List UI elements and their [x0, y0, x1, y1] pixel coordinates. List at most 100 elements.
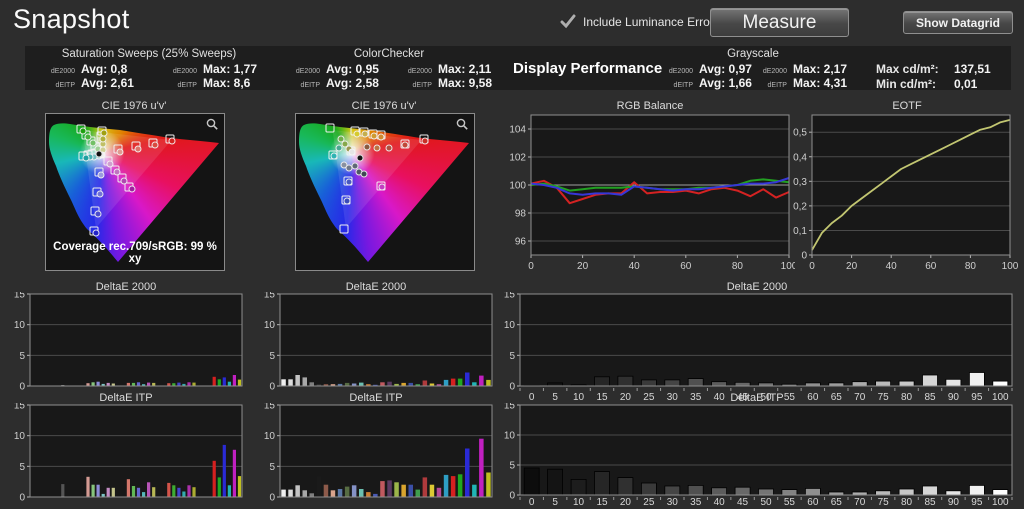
svg-text:102: 102 — [509, 153, 526, 164]
rgb-balance-chart: 96 98 100 102 104 0 20 40 60 80 100 — [509, 114, 795, 272]
bar — [380, 382, 385, 386]
svg-text:60: 60 — [807, 392, 819, 403]
svg-text:10: 10 — [573, 392, 585, 403]
bar — [172, 383, 176, 386]
svg-text:10: 10 — [504, 320, 516, 331]
svg-text:0,5: 0,5 — [793, 128, 807, 139]
svg-text:5: 5 — [269, 462, 275, 473]
bar — [401, 484, 406, 497]
bar — [302, 377, 307, 386]
bar — [101, 493, 105, 497]
bar — [945, 490, 962, 496]
bar — [227, 485, 231, 497]
bar — [875, 380, 892, 387]
svg-text:25: 25 — [643, 392, 655, 403]
bar — [687, 485, 704, 496]
svg-text:90: 90 — [948, 497, 960, 508]
bar — [227, 381, 231, 386]
svg-text:100: 100 — [992, 392, 1009, 403]
stat-value: Avg: 1,66 — [699, 76, 752, 90]
cie-measured-point — [370, 132, 378, 140]
cie-sweeps-chart: Coverage rec.709/sRGB: 99 % xy — [45, 113, 225, 271]
bar — [337, 383, 343, 386]
svg-text:20: 20 — [846, 261, 858, 272]
bar — [547, 468, 563, 496]
bar — [387, 480, 392, 497]
bar — [91, 484, 95, 497]
stat-value: Max: 2,11 — [437, 62, 492, 76]
svg-text:5: 5 — [269, 351, 275, 362]
stats-luminance: Max cd/m²: 137,51 Min cd/m²: 0,01 — [870, 46, 1008, 91]
cie-measured-point — [373, 144, 381, 152]
cie-measured-point — [97, 171, 105, 179]
bar — [182, 383, 186, 386]
svg-text:10: 10 — [264, 320, 276, 331]
svg-text:25: 25 — [643, 497, 655, 508]
show-datagrid-button[interactable]: Show Datagrid — [903, 11, 1013, 34]
bar — [126, 382, 130, 386]
bar — [436, 384, 442, 386]
bar — [472, 484, 477, 497]
stat-value: Max: 1,77 — [202, 62, 257, 76]
bar — [86, 383, 90, 386]
svg-text:98: 98 — [515, 209, 527, 220]
stat-value: Avg: 0,95 — [326, 62, 379, 76]
cie-measured-point — [168, 137, 176, 145]
eotf-title: EOTF — [892, 100, 922, 112]
cie-measured-point — [356, 154, 364, 162]
cie-measured-point — [92, 229, 100, 237]
bar — [281, 379, 286, 386]
bar — [457, 474, 463, 497]
magnifier-icon[interactable] — [456, 118, 469, 131]
svg-text:85: 85 — [924, 392, 936, 403]
bar — [443, 474, 449, 497]
cie-measured-point — [128, 185, 136, 193]
bar — [479, 438, 484, 497]
bar — [875, 490, 892, 496]
bar — [330, 490, 336, 497]
bar — [187, 382, 191, 386]
checkmark-icon — [560, 14, 577, 29]
svg-text:15: 15 — [504, 292, 516, 301]
bar — [450, 378, 456, 386]
svg-text:0: 0 — [529, 497, 535, 508]
bar — [594, 471, 610, 496]
bar — [664, 485, 681, 496]
stats-saturation-sweeps: Saturation Sweeps (25% Sweeps) dE2000 Avg… — [35, 46, 263, 90]
bar — [570, 479, 587, 496]
cie-target-square — [339, 224, 349, 234]
bar — [177, 487, 181, 497]
deitp-grayscale-chart: 0 5 10 15 0 5 10 15 20 25 30 35 40 45 50 55 60 65 70 75 80 85… — [504, 403, 1013, 508]
bar — [323, 384, 329, 386]
cie-measured-point — [345, 178, 352, 186]
metric-label: dEITP — [412, 82, 432, 89]
include-luminance-checkbox[interactable]: Include Luminance Error — [560, 14, 714, 29]
stat-value: Avg: 0,8 — [81, 62, 128, 76]
bar — [922, 374, 938, 387]
bar — [465, 448, 470, 497]
bar — [617, 375, 634, 387]
stats-heading: Grayscale — [727, 48, 779, 60]
bar — [804, 488, 821, 496]
bar — [136, 382, 141, 386]
metric-label: dEITP — [300, 82, 320, 89]
bar — [401, 382, 406, 386]
rgb-balance-title: RGB Balance — [616, 100, 684, 112]
bar — [992, 380, 1009, 387]
measure-button[interactable]: Measure — [710, 8, 849, 37]
bar — [136, 487, 141, 497]
bar — [450, 476, 456, 497]
svg-text:15: 15 — [14, 292, 26, 301]
bar — [664, 379, 681, 387]
cie-measured-point — [401, 141, 409, 149]
metric-label: dEITP — [767, 82, 787, 89]
svg-text:0: 0 — [809, 261, 815, 272]
svg-text:0,3: 0,3 — [793, 177, 807, 188]
bar — [373, 384, 378, 386]
bar — [337, 489, 343, 497]
cie-measured-point — [377, 133, 385, 141]
bar — [373, 493, 378, 497]
svg-text:0: 0 — [19, 493, 25, 504]
magnifier-icon[interactable] — [206, 118, 219, 131]
bar — [359, 489, 364, 497]
